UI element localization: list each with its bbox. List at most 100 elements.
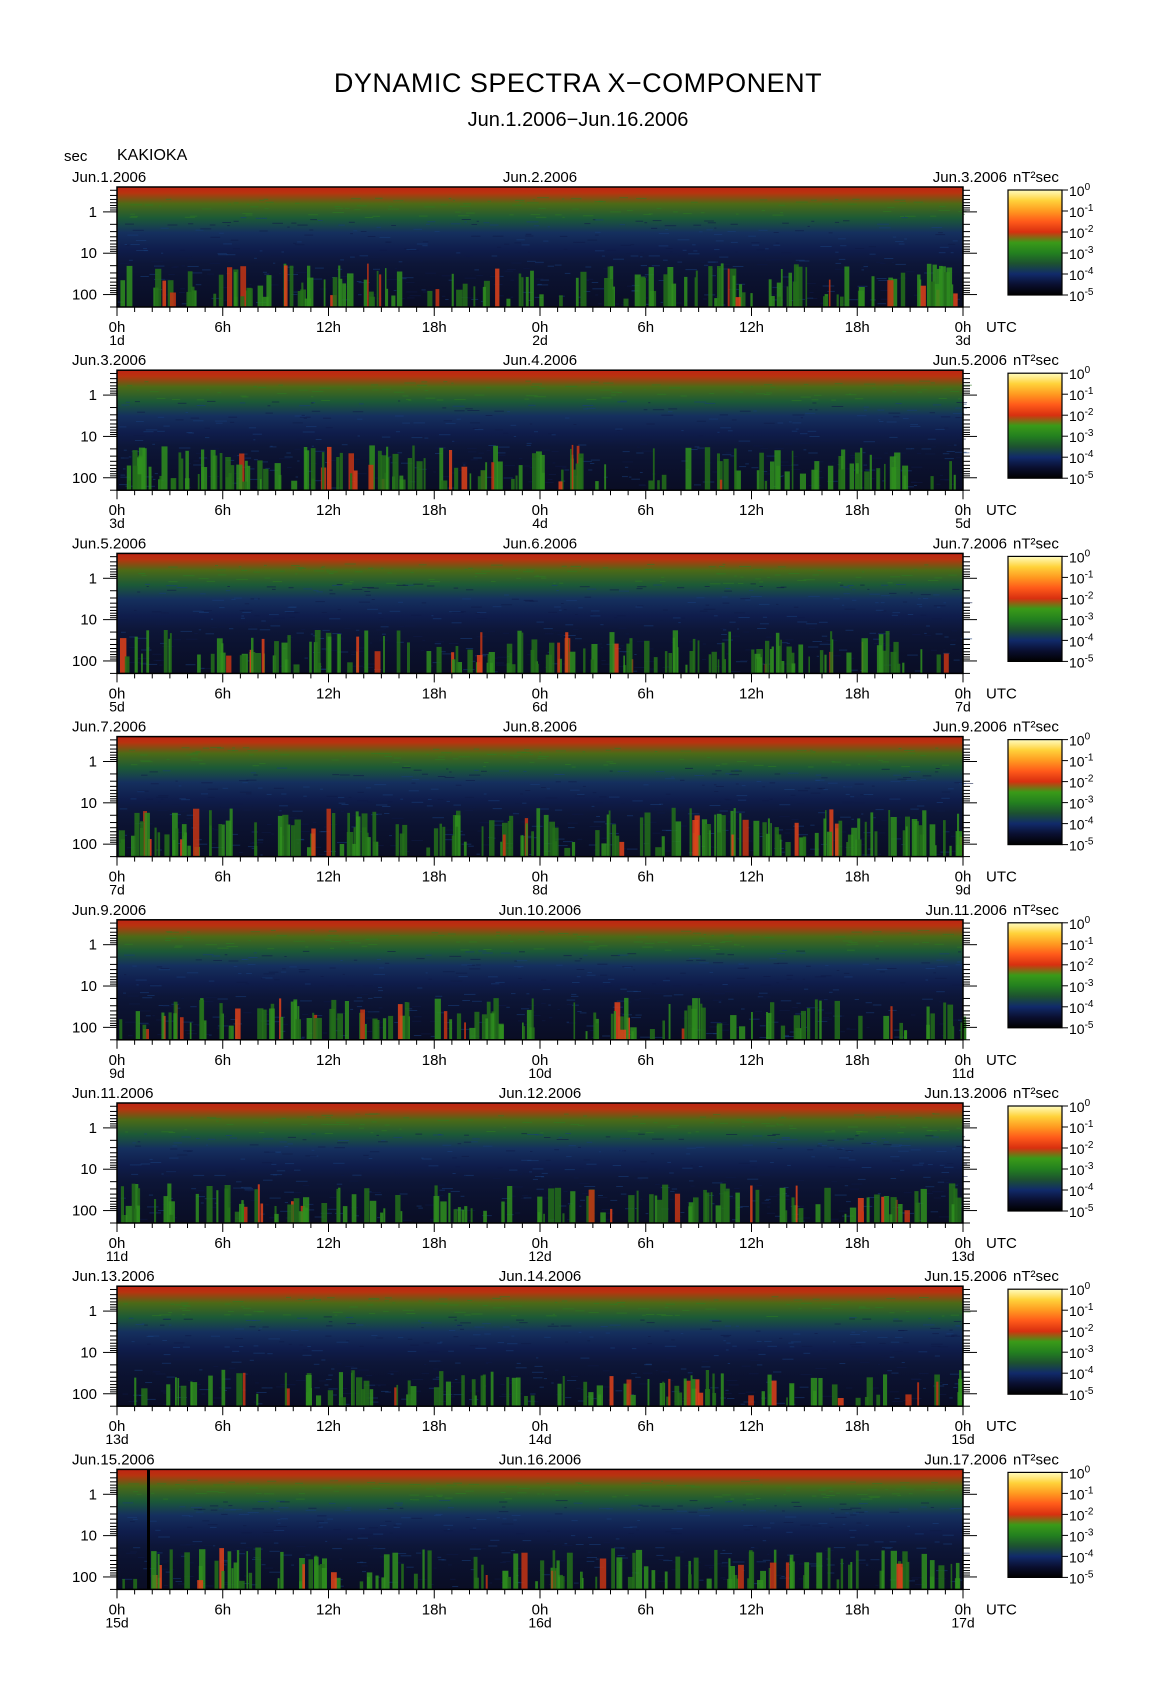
spectrogram-texture (451, 611, 464, 613)
y-tick-label: 100 (72, 1203, 97, 1220)
spectrogram-texture (706, 756, 711, 758)
spectrogram-texture (793, 456, 798, 457)
activity-burst (470, 1208, 473, 1223)
spectrogram-texture (640, 265, 647, 266)
spectrogram-texture (689, 641, 693, 643)
spectrogram-texture (421, 381, 428, 383)
spectrogram-texture (935, 234, 946, 236)
colorbar (1007, 1105, 1063, 1212)
spectrogram-texture (718, 1029, 730, 1031)
spectrogram-texture (590, 615, 601, 617)
spectrogram-texture (563, 635, 576, 636)
activity-burst (368, 464, 374, 491)
spectrogram-texture (468, 451, 477, 453)
spectrogram-texture (378, 987, 383, 988)
spectrogram-texture (299, 405, 311, 407)
spectrogram-texture (939, 1001, 942, 1003)
spectrogram-texture (245, 214, 253, 216)
spectrogram-texture (413, 467, 419, 469)
spectrogram-texture (577, 793, 585, 795)
activity-burst (132, 465, 138, 491)
spectrogram-texture (769, 782, 776, 784)
activity-burst (750, 1185, 753, 1223)
spectrogram-texture (467, 410, 480, 411)
spectrogram-texture (875, 609, 884, 611)
spectrogram-texture (222, 787, 229, 789)
spectrogram-texture (487, 200, 491, 202)
spectrogram-texture (524, 465, 531, 467)
spectrogram-texture (375, 197, 383, 199)
spectrogram-texture (943, 652, 950, 654)
spectrogram-texture (459, 830, 463, 832)
spectrogram-texture (155, 990, 159, 992)
spectrogram-texture (438, 1134, 442, 1135)
spectrogram-texture (590, 381, 599, 383)
spectrogram-texture (402, 395, 409, 397)
activity-burst (407, 1002, 410, 1040)
spectrogram-texture (483, 222, 490, 224)
activity-burst (694, 277, 697, 307)
spectrogram-texture (454, 399, 466, 401)
spectrogram-texture (242, 747, 250, 749)
spectrogram-texture (246, 793, 252, 795)
spectrogram-texture (529, 436, 533, 438)
spectrogram-texture (340, 960, 343, 961)
spectrogram-texture (881, 819, 887, 821)
spectrogram-texture (345, 1316, 354, 1318)
x-tick-label: 6h (214, 869, 231, 886)
spectrogram-texture (883, 210, 892, 212)
spectrogram-texture (894, 1173, 903, 1175)
spectrogram-texture (730, 1197, 741, 1199)
spectrogram-texture (845, 468, 852, 470)
spectrogram-texture (181, 1021, 194, 1023)
spectrogram-texture (669, 1198, 674, 1200)
spectrogram-texture (456, 252, 461, 254)
spectrogram-texture (247, 750, 258, 752)
panel-left-date: Jun.11.2006 (72, 1085, 153, 1102)
spectrogram-texture (646, 821, 657, 823)
spectrogram-texture (510, 424, 517, 426)
spectrogram-texture (507, 411, 510, 413)
spectrogram-texture (671, 1339, 675, 1341)
spectrogram-texture (879, 227, 891, 229)
spectrogram-texture (639, 1123, 646, 1125)
spectrogram-texture (210, 236, 221, 238)
spectrogram-texture (850, 796, 855, 798)
activity-burst (168, 1201, 175, 1223)
spectrogram-texture (634, 654, 637, 655)
spectrogram-texture (553, 1122, 566, 1124)
spectrogram-texture (538, 208, 546, 209)
spectrogram-texture (378, 618, 384, 619)
activity-burst (289, 265, 294, 307)
spectrogram-texture (950, 252, 954, 254)
spectrogram-texture (272, 222, 283, 224)
activity-burst (168, 1012, 172, 1040)
spectrogram-texture (384, 1124, 390, 1126)
spectrogram-texture (934, 854, 941, 855)
activity-burst (347, 662, 353, 674)
spectrogram-texture (534, 1365, 543, 1367)
activity-burst (798, 1208, 804, 1223)
activity-burst (917, 274, 921, 307)
spectrogram-texture (316, 591, 323, 593)
activity-burst (723, 659, 726, 674)
spectrogram-texture (266, 626, 270, 628)
spectrogram-texture (845, 764, 851, 766)
spectrogram-texture (403, 1175, 407, 1177)
spectrogram-texture (356, 997, 362, 999)
spectrogram-texture (239, 791, 252, 793)
activity-burst (614, 1002, 621, 1040)
x-tick-label: 12h (739, 319, 764, 336)
activity-burst (717, 453, 720, 491)
spectrogram-texture (781, 642, 788, 644)
spectrogram-texture (376, 1113, 381, 1115)
spectrogram-texture (132, 965, 137, 967)
spectrogram-texture (601, 663, 612, 665)
spectrogram-texture (385, 241, 392, 243)
spectrogram-texture (812, 298, 818, 299)
activity-burst (710, 1192, 713, 1223)
activity-burst (657, 1199, 663, 1223)
spectrogram-texture (566, 1021, 569, 1023)
spectrogram-texture (482, 1215, 492, 1217)
spectrogram-texture (191, 272, 203, 274)
